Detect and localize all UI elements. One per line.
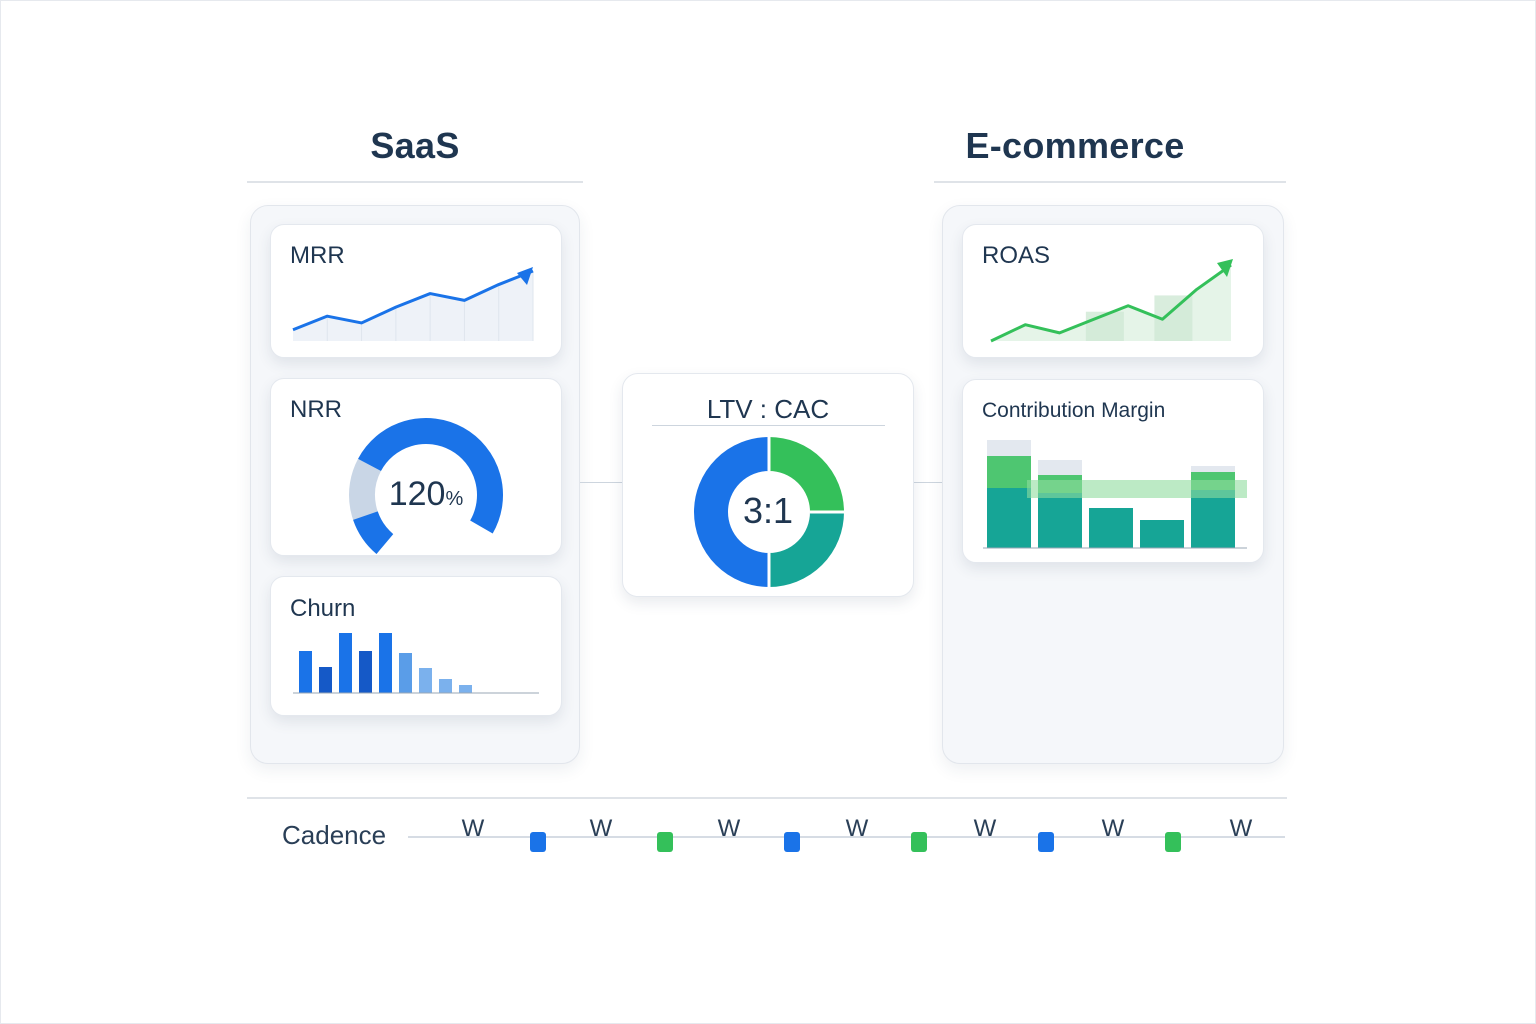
cadence-week-tick: W [462,815,485,842]
mrr-label: MRR [290,242,345,269]
roas-line-chart [990,259,1233,343]
roas-line [990,263,1232,343]
cadence-rule [247,797,1287,799]
cadence-week-tick: W [718,815,741,842]
roas-label: ROAS [982,242,1051,269]
cadence-marker [657,832,673,852]
ltv-cac-card[interactable]: LTV : CAC 3:1 [622,373,914,597]
saas-title: SaaS [370,125,460,166]
mrr-line [292,269,534,332]
saas-title-rule [247,181,583,183]
churn-bar [379,633,392,693]
cadence-marker [530,832,546,852]
churn-bar [319,667,332,693]
cadence-label: Cadence [282,820,387,850]
ecommerce-title-rule [934,181,1286,183]
cm-margin-bar [1191,490,1235,548]
contribution-margin-label: Contribution Margin [982,399,1166,422]
cadence-week-tick: W [1230,815,1253,842]
ecommerce-title: E-commerce [965,125,1185,166]
contribution-margin-bar-chart [983,440,1247,549]
cadence-week-tick: W [590,815,613,842]
nrr-value-text: 120% [366,475,486,514]
cadence-marker [1038,832,1054,852]
churn-bar [399,653,412,693]
cadence-marker [1165,832,1181,852]
donut-segment [694,437,770,587]
connector-left [580,482,622,483]
mrr-area [293,271,533,341]
cadence-marker [784,832,800,852]
cadence-week-tick: W [974,815,997,842]
roas-card[interactable]: ROAS [962,224,1264,358]
cm-margin-bar [1140,520,1184,548]
mrr-line-chart [292,267,534,341]
churn-bar [339,633,352,693]
nrr-value: 120 [388,475,446,513]
cm-margin-bar [1038,493,1082,548]
cm-margin-bar [987,488,1031,548]
cadence-week-tick: W [1102,815,1125,842]
ltv-cac-title: LTV : CAC [706,394,830,424]
nrr-gauge-fill [358,418,503,534]
cadence-week-tick: W [846,815,869,842]
churn-card[interactable]: Churn [270,576,562,716]
nrr-label: NRR [290,396,342,423]
churn-bar [459,685,472,693]
nrr-unit: % [445,488,464,510]
connector-right [913,482,943,483]
churn-bar-chart [293,633,539,694]
cm-margin-cap [987,456,1031,488]
cm-margin-bar [1089,508,1133,548]
ltv-cac-ratio: 3:1 [742,490,794,531]
cm-highlight-band [1027,480,1247,498]
ltv-cac-donut [694,437,844,587]
churn-bar [359,651,372,693]
mrr-arrowhead [517,267,533,285]
roas-column [1085,311,1124,341]
contribution-margin-card[interactable]: Contribution Margin [962,379,1264,563]
nrr-gauge-fill-left [353,510,394,554]
cadence-marker [911,832,927,852]
donut-segment [768,437,844,513]
churn-bar [299,651,312,693]
donut-segment [768,511,844,587]
nrr-gauge [349,418,503,554]
nrr-card[interactable]: NRR 120% [270,378,562,556]
mrr-card[interactable]: MRR [270,224,562,358]
ltv-cac-title-rule [652,425,885,426]
roas-arrowhead [1217,259,1233,277]
churn-bar [419,668,432,693]
churn-label: Churn [290,595,356,622]
churn-bar [439,679,452,693]
